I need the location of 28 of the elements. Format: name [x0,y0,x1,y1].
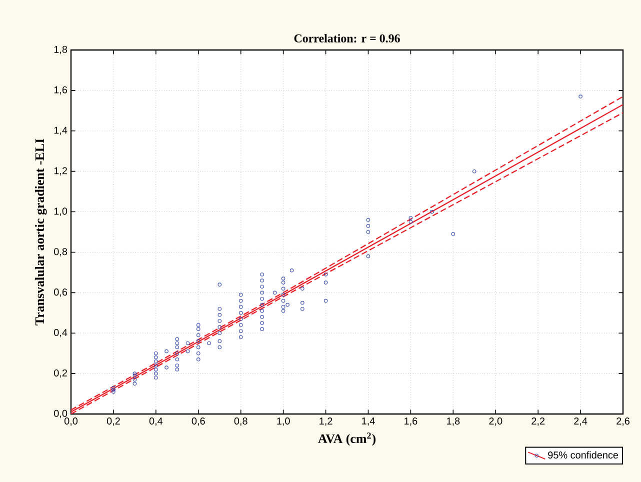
x-tick-label: 2,0 [489,418,502,426]
x-tick-label: 1,0 [277,418,290,426]
y-tick-label: 1,2 [54,167,67,176]
y-tick-label: 0,8 [54,248,68,256]
y-tick-label: 0,2 [54,369,67,378]
x-tick-label: 0,6 [192,418,205,426]
x-tick-label: 1,6 [404,418,418,426]
y-tick-label: 1,6 [54,86,68,95]
x-tick-label: 0,8 [234,418,248,426]
x-tick-label: 2,2 [532,418,545,426]
x-tick-label: 0,4 [149,418,163,426]
y-tick-label: 0,4 [54,329,68,338]
x-tick-label: 1,2 [320,418,332,426]
legend-label: 95% confidence [548,451,618,459]
x-tick-label: 2,6 [616,418,630,426]
chart-title: Correlation: r = 0.96 [294,34,400,42]
y-tick-label: 1,4 [54,126,68,135]
y-tick-label: 0,6 [54,288,68,297]
x-tick-label: 0,0 [64,418,78,426]
x-tick-label: 2,4 [574,418,588,426]
y-tick-label: 1,0 [54,208,68,216]
x-tick-label: 1,4 [362,418,375,426]
y-axis-title: Transvalular aortic gradient -ELI [34,138,47,326]
y-tick-label: 0,0 [54,410,68,418]
x-axis-title: AVA (cm$^{2}$) [318,432,376,446]
x-tick-label: 0,2 [106,418,120,426]
x-tick-label: 1,8 [447,418,460,426]
y-tick-label: 1,8 [54,46,68,54]
